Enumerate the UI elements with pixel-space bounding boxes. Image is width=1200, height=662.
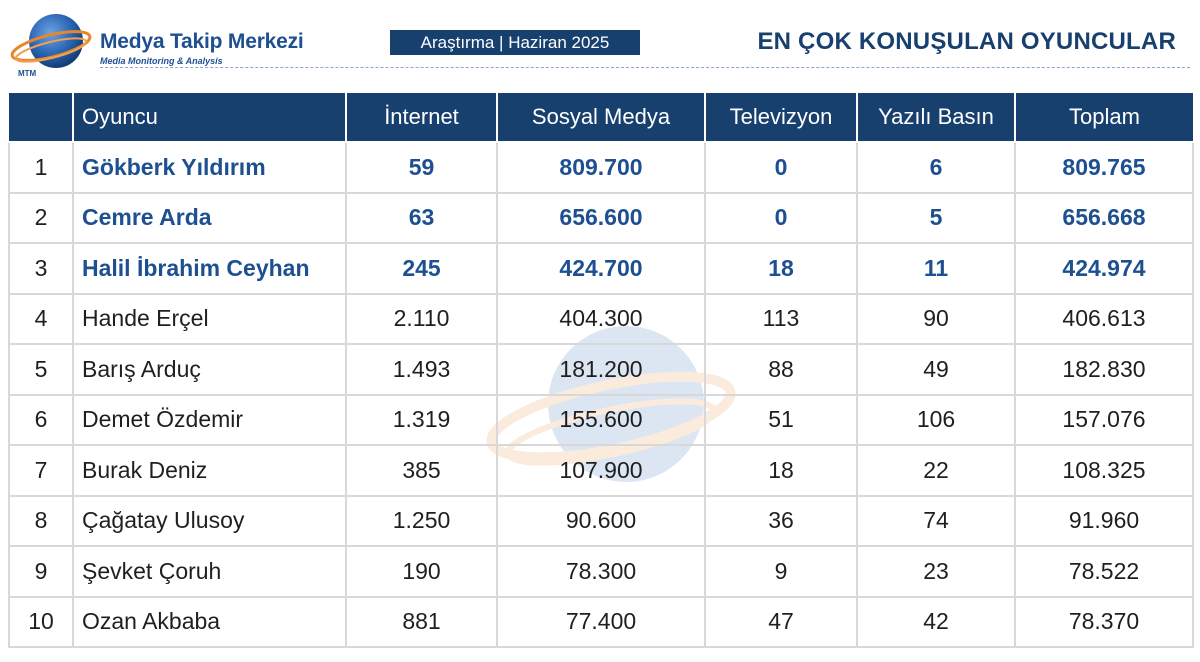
brand-subtitle: Media Monitoring & Analysis	[100, 56, 223, 66]
television-cell: 47	[704, 595, 858, 648]
report-title: EN ÇOK KONUŞULAN OYUNCULAR	[757, 28, 1176, 55]
internet-cell: 385	[345, 444, 498, 497]
logo-initials: MTM	[18, 69, 37, 78]
rank-cell: 4	[8, 292, 74, 345]
rank-cell: 2	[8, 191, 74, 244]
actor-name-cell: Ozan Akbaba	[72, 595, 347, 648]
column-header-print-press: Yazılı Basın	[857, 93, 1016, 143]
social-media-cell: 656.600	[496, 191, 706, 244]
television-cell: 36	[704, 494, 858, 547]
internet-cell: 1.250	[345, 494, 498, 547]
table-row: 10 Ozan Akbaba 881 77.400 47 42 78.370	[8, 595, 1194, 648]
actor-name-cell: Şevket Çoruh	[72, 545, 347, 598]
actor-name-cell: Çağatay Ulusoy	[72, 494, 347, 547]
header-divider	[100, 67, 1190, 68]
internet-cell: 190	[345, 545, 498, 598]
table-row: 8 Çağatay Ulusoy 1.250 90.600 36 74 91.9…	[8, 494, 1194, 547]
rank-cell: 3	[8, 242, 74, 295]
television-cell: 0	[704, 191, 858, 244]
actor-name-cell: Burak Deniz	[72, 444, 347, 497]
television-cell: 51	[704, 393, 858, 446]
table-row: 5 Barış Arduç 1.493 181.200 88 49 182.83…	[8, 343, 1194, 396]
social-media-cell: 809.700	[496, 141, 706, 194]
table-row: 9 Şevket Çoruh 190 78.300 9 23 78.522	[8, 545, 1194, 598]
rank-cell: 1	[8, 141, 74, 194]
social-media-cell: 181.200	[496, 343, 706, 396]
column-header-social-media: Sosyal Medya	[497, 93, 706, 143]
total-cell: 108.325	[1014, 444, 1194, 497]
social-media-cell: 107.900	[496, 444, 706, 497]
table-row: 3 Halil İbrahim Ceyhan 245 424.700 18 11…	[8, 242, 1194, 295]
print-press-cell: 6	[856, 141, 1016, 194]
print-press-cell: 49	[856, 343, 1016, 396]
table-header-row: Oyuncu İnternet Sosyal Medya Televizyon …	[9, 93, 1193, 143]
print-press-cell: 90	[856, 292, 1016, 345]
social-media-cell: 404.300	[496, 292, 706, 345]
total-cell: 91.960	[1014, 494, 1194, 547]
internet-cell: 245	[345, 242, 498, 295]
television-cell: 113	[704, 292, 858, 345]
total-cell: 656.668	[1014, 191, 1194, 244]
television-cell: 18	[704, 242, 858, 295]
ranking-table-container: Oyuncu İnternet Sosyal Medya Televizyon …	[8, 93, 1194, 648]
report-header: MTM Medya Takip Merkezi Media Monitoring…	[0, 0, 1200, 80]
internet-cell: 59	[345, 141, 498, 194]
social-media-cell: 78.300	[496, 545, 706, 598]
rank-cell: 6	[8, 393, 74, 446]
brand-name: Medya Takip Merkezi	[100, 30, 304, 53]
print-press-cell: 23	[856, 545, 1016, 598]
rank-cell: 7	[8, 444, 74, 497]
actor-name-cell: Barış Arduç	[72, 343, 347, 396]
actor-name-cell: Gökberk Yıldırım	[72, 141, 347, 194]
television-cell: 88	[704, 343, 858, 396]
table-row: 2 Cemre Arda 63 656.600 0 5 656.668	[8, 191, 1194, 244]
television-cell: 18	[704, 444, 858, 497]
internet-cell: 1.319	[345, 393, 498, 446]
column-header-actor: Oyuncu	[73, 93, 347, 143]
total-cell: 424.974	[1014, 242, 1194, 295]
total-cell: 78.370	[1014, 595, 1194, 648]
table-body: 1 Gökberk Yıldırım 59 809.700 0 6 809.76…	[8, 141, 1194, 648]
internet-cell: 1.493	[345, 343, 498, 396]
total-cell: 406.613	[1014, 292, 1194, 345]
television-cell: 9	[704, 545, 858, 598]
social-media-cell: 77.400	[496, 595, 706, 648]
print-press-cell: 5	[856, 191, 1016, 244]
social-media-cell: 424.700	[496, 242, 706, 295]
internet-cell: 63	[345, 191, 498, 244]
column-header-rank	[9, 93, 74, 143]
television-cell: 0	[704, 141, 858, 194]
total-cell: 809.765	[1014, 141, 1194, 194]
table-row: 7 Burak Deniz 385 107.900 18 22 108.325	[8, 444, 1194, 497]
actor-name-cell: Demet Özdemir	[72, 393, 347, 446]
internet-cell: 881	[345, 595, 498, 648]
rank-cell: 8	[8, 494, 74, 547]
column-header-internet: İnternet	[346, 93, 498, 143]
print-press-cell: 74	[856, 494, 1016, 547]
rank-cell: 10	[8, 595, 74, 648]
print-press-cell: 11	[856, 242, 1016, 295]
rank-cell: 9	[8, 545, 74, 598]
print-press-cell: 106	[856, 393, 1016, 446]
total-cell: 78.522	[1014, 545, 1194, 598]
column-header-television: Televizyon	[705, 93, 858, 143]
globe-logo-icon: MTM	[10, 14, 92, 78]
print-press-cell: 22	[856, 444, 1016, 497]
total-cell: 182.830	[1014, 343, 1194, 396]
actor-name-cell: Halil İbrahim Ceyhan	[72, 242, 347, 295]
column-header-total: Toplam	[1015, 93, 1193, 143]
actor-name-cell: Hande Erçel	[72, 292, 347, 345]
actor-name-cell: Cemre Arda	[72, 191, 347, 244]
social-media-cell: 155.600	[496, 393, 706, 446]
ranking-table: Oyuncu İnternet Sosyal Medya Televizyon …	[8, 93, 1194, 648]
rank-cell: 5	[8, 343, 74, 396]
total-cell: 157.076	[1014, 393, 1194, 446]
table-row: 1 Gökberk Yıldırım 59 809.700 0 6 809.76…	[8, 141, 1194, 194]
period-badge: Araştırma | Haziran 2025	[390, 30, 640, 55]
social-media-cell: 90.600	[496, 494, 706, 547]
internet-cell: 2.110	[345, 292, 498, 345]
print-press-cell: 42	[856, 595, 1016, 648]
table-row: 4 Hande Erçel 2.110 404.300 113 90 406.6…	[8, 292, 1194, 345]
table-row: 6 Demet Özdemir 1.319 155.600 51 106 157…	[8, 393, 1194, 446]
